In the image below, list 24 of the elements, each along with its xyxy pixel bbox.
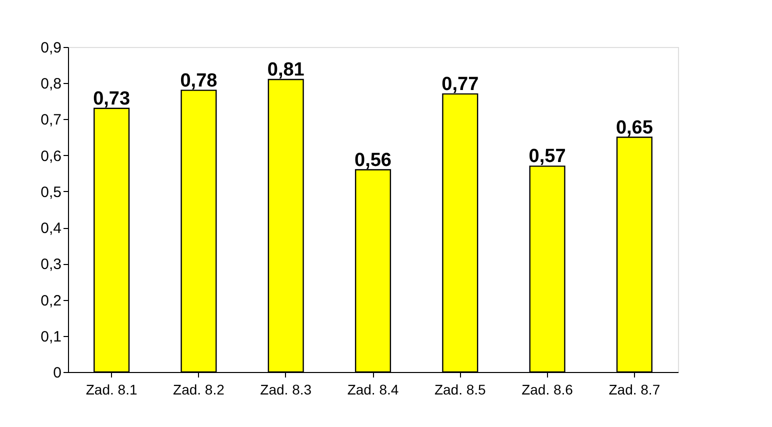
y-tick-label: 0,4 xyxy=(40,220,62,238)
y-tick-label: 0,9 xyxy=(40,40,62,56)
y-tick-label: 0,5 xyxy=(40,184,62,201)
x-tick-label: Zad. 8.1 xyxy=(86,382,138,398)
data-label: 0,65 xyxy=(616,117,654,138)
data-label: 0,56 xyxy=(354,150,392,171)
x-tick-label: Zad. 8.4 xyxy=(347,382,399,398)
x-tick-label: Zad. 8.3 xyxy=(260,382,312,398)
x-tick-label: Zad. 8.7 xyxy=(608,382,660,398)
x-tick-label: Zad. 8.2 xyxy=(173,382,225,398)
y-tick-label: 0 xyxy=(53,364,62,382)
x-tick-label: Zad. 8.5 xyxy=(434,382,486,398)
data-label: 0,73 xyxy=(93,88,130,110)
y-tick-label: 0,3 xyxy=(40,256,62,274)
y-tick-label: 0,8 xyxy=(40,76,62,93)
y-tick-label: 0,7 xyxy=(40,112,62,129)
data-label: 0,78 xyxy=(180,70,218,92)
x-tick-label: Zad. 8.6 xyxy=(522,382,574,398)
y-tick-label: 0,2 xyxy=(40,292,62,310)
data-label: 0,81 xyxy=(267,60,305,80)
data-label: 0,77 xyxy=(442,74,479,95)
y-tick-label: 0,6 xyxy=(40,148,62,165)
data-label: 0,57 xyxy=(528,146,566,168)
y-tick-label: 0,1 xyxy=(40,328,62,346)
